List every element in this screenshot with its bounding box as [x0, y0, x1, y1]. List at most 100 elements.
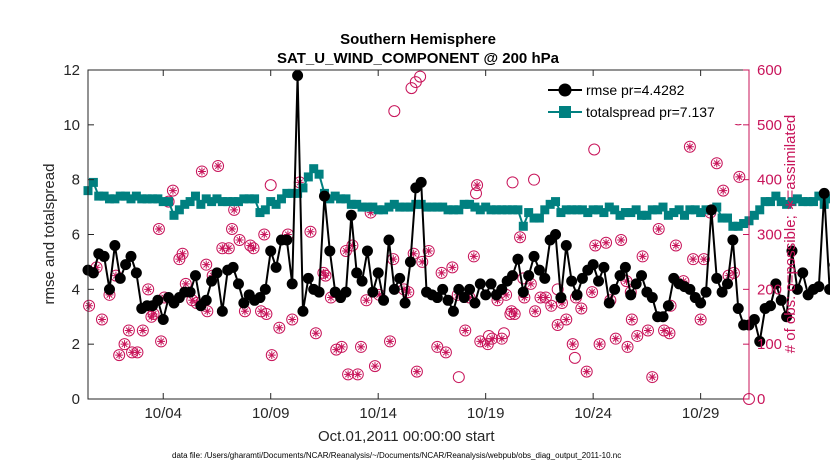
totalspread-point	[309, 164, 319, 174]
obs-possible-point	[309, 327, 322, 340]
obs-assimilated-point	[493, 296, 502, 305]
totalspread-point	[787, 197, 797, 207]
rmse-point	[453, 283, 465, 295]
rmse-point	[824, 283, 830, 295]
plot-area: 0 2 4 6 8 10 12 0 100 200 300 400 500 600 10/04 10/09 10…	[63, 62, 830, 422]
totalspread-point	[255, 208, 265, 218]
obs-assimilated-point	[332, 345, 341, 354]
totalspread-point	[615, 210, 625, 220]
obs-possible-point	[142, 283, 155, 296]
obs-assimilated-point	[623, 342, 632, 351]
obs-possible-point	[264, 179, 277, 192]
y-tick-label: 2	[72, 336, 80, 353]
totalspread-point	[782, 199, 792, 209]
totalspread-point	[362, 202, 372, 212]
obs-possible-point	[335, 340, 348, 353]
rmse-point	[340, 286, 352, 298]
y-tick-label: 12	[63, 62, 80, 79]
rmse-point	[125, 250, 137, 262]
obs-possible-point	[439, 346, 452, 359]
obs-assimilated-point	[344, 370, 353, 379]
obs-possible-point	[226, 223, 239, 236]
obs-assimilated-point	[246, 241, 255, 250]
rmse-point	[474, 278, 486, 290]
rmse-point	[507, 270, 519, 282]
rmse-point	[313, 286, 325, 298]
totalspread-point	[771, 191, 781, 201]
rmse-point	[512, 253, 524, 265]
obs-assimilated-point	[595, 340, 604, 349]
obs-possible-point	[222, 242, 235, 255]
obs-possible-point	[416, 255, 429, 268]
totalspread-point	[223, 197, 233, 207]
rmse-point	[109, 239, 121, 251]
rmse-point	[87, 267, 99, 279]
obs-assimilated-point	[685, 142, 694, 151]
totalspread-point	[491, 205, 501, 215]
totalspread-point	[513, 205, 523, 215]
y2-tick-label: 500	[757, 117, 782, 134]
obs-possible-point	[200, 258, 213, 271]
obs-possible-point	[470, 187, 483, 200]
obs-assimilated-point	[337, 342, 346, 351]
totalspread-point	[561, 205, 571, 215]
totalspread-point	[336, 194, 346, 204]
totalspread-point	[459, 199, 469, 209]
totalspread-point	[454, 205, 464, 215]
rmse-point	[383, 234, 395, 246]
totalspread-point	[696, 208, 706, 218]
totalspread-point	[647, 205, 657, 215]
rmse-point	[431, 292, 443, 304]
obs-possible-point	[593, 338, 606, 351]
obs-assimilated-point	[699, 255, 708, 264]
totalspread-point	[502, 205, 512, 215]
obs-assimilated-point	[321, 271, 330, 280]
rmse-point	[722, 278, 734, 290]
rmse-point	[748, 313, 760, 325]
totalspread-point	[212, 194, 222, 204]
obs-assimilated-point	[115, 351, 124, 360]
obs-assimilated-point	[735, 172, 744, 181]
obs-assimilated-point	[568, 340, 577, 349]
obs-assimilated-point	[588, 288, 597, 297]
obs-possible-point	[733, 170, 746, 183]
obs-assimilated-point	[181, 279, 190, 288]
obs-assimilated-point	[366, 208, 375, 217]
obs-assimilated-point	[306, 227, 315, 236]
rmse-point	[281, 234, 293, 246]
obs-assimilated-point	[138, 326, 147, 335]
rmse-point	[662, 300, 674, 312]
obs-assimilated-point	[260, 230, 269, 239]
totalspread-point	[583, 208, 593, 218]
obs-assimilated-point	[175, 255, 184, 264]
rmse-point	[324, 245, 336, 257]
obs-assimilated-point	[665, 329, 674, 338]
rmse-point	[754, 335, 766, 347]
obs-assimilated-point	[433, 342, 442, 351]
y-tick-label: 4	[72, 281, 80, 298]
totalspread-point	[556, 208, 566, 218]
totalspread-point	[653, 205, 663, 215]
totalspread-point	[153, 194, 163, 204]
totalspread-point	[572, 205, 582, 215]
totalspread-point	[94, 191, 104, 201]
obs-possible-point	[600, 236, 613, 249]
obs-assimilated-point	[404, 288, 413, 297]
obs-assimilated-point	[92, 263, 101, 272]
rmse-point	[447, 305, 459, 317]
obs-assimilated-point	[729, 268, 738, 277]
obs-assimilated-point	[671, 241, 680, 250]
obs-assimilated-point	[437, 268, 446, 277]
totalspread-point	[276, 194, 286, 204]
totalspread-point	[147, 194, 157, 204]
obs-assimilated-point	[520, 293, 529, 302]
series-layer	[82, 69, 830, 405]
totalspread-point	[717, 213, 727, 223]
obs-possible-point	[497, 327, 510, 340]
totalspread-point	[271, 199, 281, 209]
totalspread-point	[438, 202, 448, 212]
obs-possible-point	[388, 105, 401, 118]
axis-ticks: 0 2 4 6 8 10 12 0 100 200 300 400 500 600 10/04 10/09 10…	[63, 62, 782, 422]
rmse-point	[625, 289, 637, 301]
obs-possible-point	[122, 324, 135, 337]
